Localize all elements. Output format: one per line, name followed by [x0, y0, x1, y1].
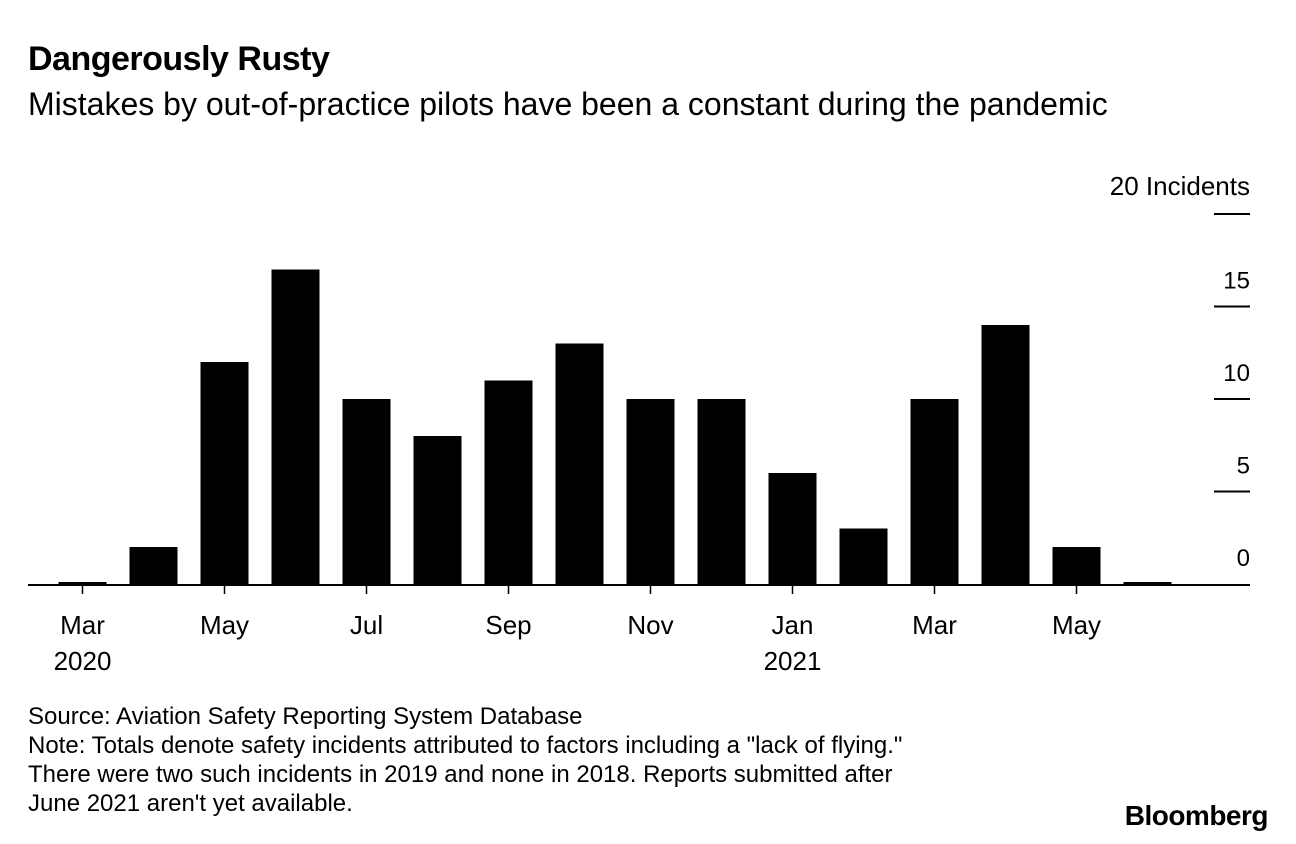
bar-apr-2020 — [129, 547, 178, 584]
x-tick-label-jan: Jan — [772, 610, 814, 640]
x-tick-year-2021: 2021 — [764, 646, 822, 676]
note-line-3: June 2021 aren't yet available. — [28, 790, 353, 817]
y-tick-label-15: 15 — [1223, 268, 1250, 295]
x-tick-label-may: May — [1052, 610, 1101, 640]
bar-mar-2020 — [58, 582, 107, 584]
x-tick-year-2020: 2020 — [54, 646, 112, 676]
x-tick-label-mar: Mar — [912, 610, 957, 640]
bar-jul-2020 — [342, 399, 391, 584]
x-tick-label-may: May — [200, 610, 249, 640]
bar-sep-2020 — [484, 380, 533, 584]
source-text: Source: Aviation Safety Reporting System… — [28, 703, 583, 730]
x-tick-label-mar: Mar — [60, 610, 105, 640]
bar-jun-2020 — [271, 269, 320, 584]
x-tick-label-jul: Jul — [350, 610, 383, 640]
bar-jan-2021 — [768, 473, 817, 584]
note-line-1: Note: Totals denote safety incidents att… — [28, 732, 903, 759]
y-tick-label-10: 10 — [1223, 360, 1250, 387]
bar-may-2021 — [1052, 547, 1101, 584]
chart-notes: Source: Aviation Safety Reporting System… — [28, 702, 902, 818]
bar-aug-2020 — [413, 436, 462, 584]
y-tick-label-5: 5 — [1237, 453, 1250, 480]
bar-dec-2020 — [697, 399, 746, 584]
bar-oct-2020 — [555, 343, 604, 584]
note-line-2: There were two such incidents in 2019 an… — [28, 761, 893, 788]
x-tick-label-nov: Nov — [627, 610, 673, 640]
y-axis-unit-label: 20 Incidents — [1110, 171, 1250, 201]
bar-feb-2021 — [839, 528, 888, 584]
x-tick-label-sep: Sep — [485, 610, 531, 640]
bloomberg-logo: Bloomberg — [1124, 800, 1269, 831]
y-tick-label-0: 0 — [1237, 545, 1250, 572]
bar-jun-2021 — [1123, 582, 1172, 584]
bar-may-2020 — [200, 362, 249, 584]
bar-chart: 0 5 10 15 20 Incidents Mar 2020 May Jul Sep Nov Jan… — [28, 171, 1250, 676]
bar-apr-2021 — [981, 325, 1030, 584]
chart-title: Dangerously Rusty — [28, 40, 330, 78]
chart-subtitle: Mistakes by out-of-practice pilots have … — [28, 86, 1108, 122]
bar-nov-2020 — [626, 399, 675, 584]
bar-mar-2021 — [910, 399, 959, 584]
